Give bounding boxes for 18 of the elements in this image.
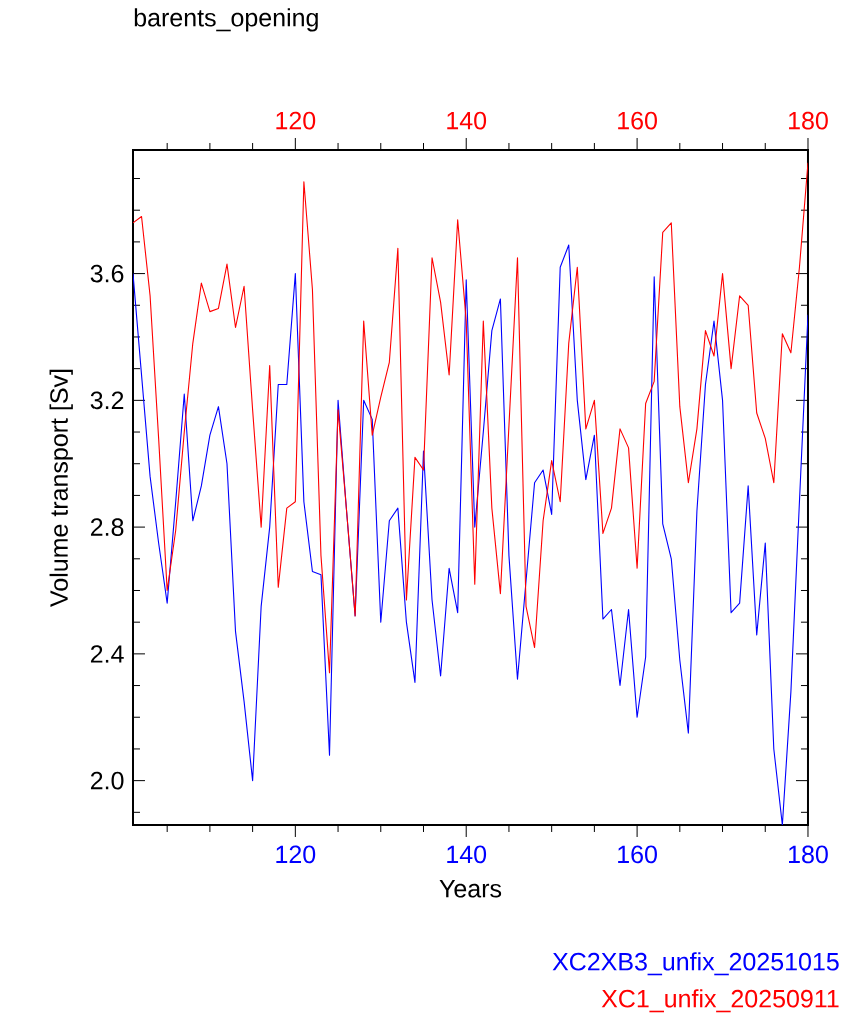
y-tick-label: 2.0 [90,771,124,790]
y-axis-title: Volume transport [Sv] [49,369,73,607]
chart-title: barents_opening [134,8,318,32]
text: XC1_unfix_20250911 [601,989,839,1013]
y-tick-label: 3.2 [90,391,124,410]
x-tick-label: 140 [447,111,487,130]
y-tick-label: 2.8 [90,518,124,536]
x-tick-label: 120 [276,111,316,130]
x2-tick-label: 120 [276,845,316,864]
y-tick-label: 3.6 [90,264,124,283]
x2-tick-label: 140 [447,845,487,864]
x-tick-label: 160 [618,111,657,130]
text: XC2XB3_unfix_20251015 [552,952,839,976]
x-axis-title: Years [439,880,502,898]
y-tick-label: 2.4 [90,645,124,663]
x-tick-label: 180 [789,111,828,130]
x2-tick-label: 160 [618,845,657,864]
x2-tick-label: 180 [789,845,828,864]
